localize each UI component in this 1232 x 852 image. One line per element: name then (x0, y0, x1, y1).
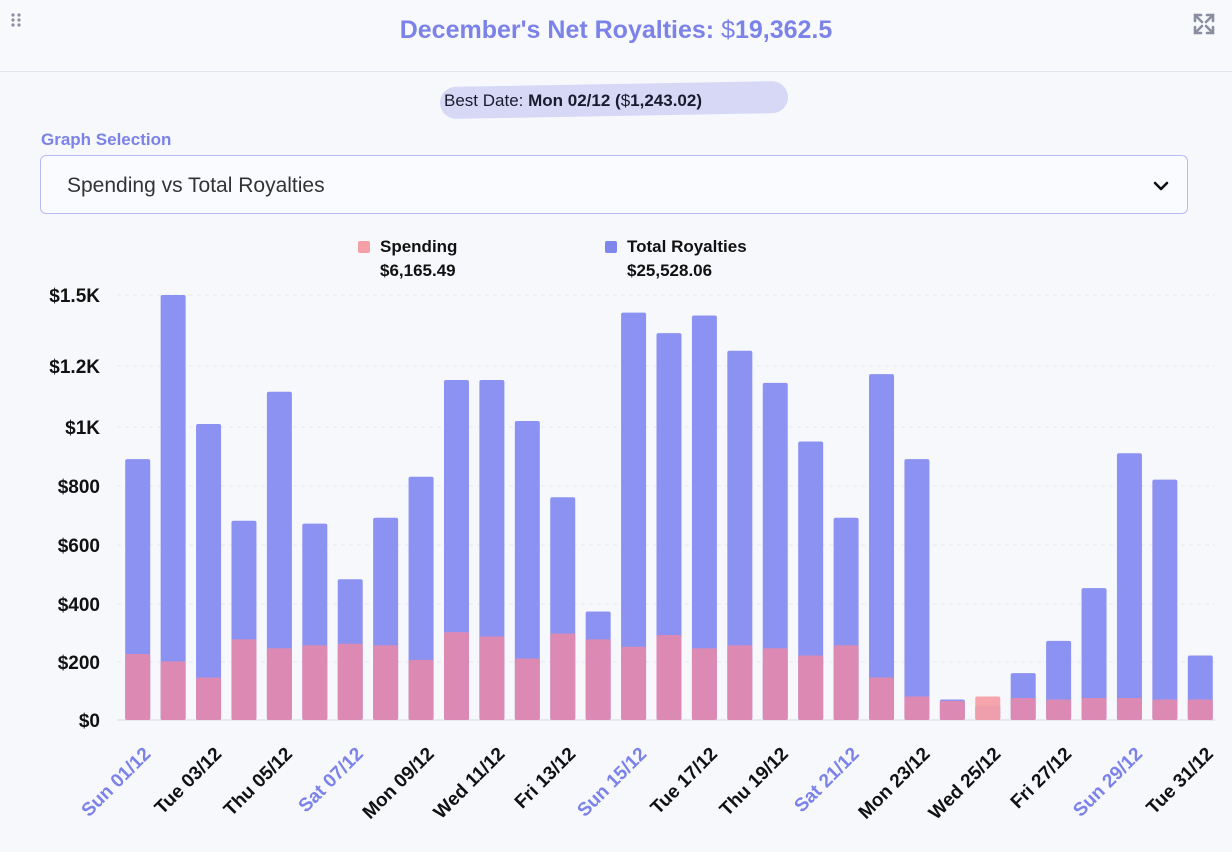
spending-bar (479, 636, 505, 720)
royalties-bar (656, 333, 682, 720)
best-date-text: Best Date: Mon 02/12 ($1,243.02) (444, 91, 702, 111)
best-date-label: Best Date: (444, 91, 524, 110)
spending-bar (691, 648, 717, 720)
royalties-bar (691, 315, 717, 720)
spending-bar (939, 700, 965, 720)
royalties-bar (904, 459, 930, 720)
spending-bar (337, 643, 363, 720)
spending-bar (302, 645, 328, 720)
best-date-currency: $ (620, 91, 631, 110)
x-tick-label: Thu 05/12 (220, 744, 297, 821)
spending-bar (1046, 699, 1072, 720)
best-date-badge: Best Date: Mon 02/12 ($1,243.02) (439, 80, 790, 120)
x-tick-label: Fri 13/12 (511, 744, 580, 813)
x-tick-label: Tue 17/12 (647, 744, 722, 819)
spending-bar (231, 639, 257, 720)
spending-bar (833, 645, 859, 720)
y-tick-label: $1K (65, 418, 100, 439)
legend-swatch-total-royalties (605, 241, 617, 253)
spending-bar (762, 648, 788, 720)
card-header: December's Net Royalties: $19,362.5 (0, 0, 1232, 72)
spending-bar (1152, 699, 1178, 720)
best-date-value-suffix: ) (696, 91, 703, 110)
royalties-bar (196, 423, 222, 720)
spending-bar (196, 677, 222, 720)
graph-selection-label: Graph Selection (41, 130, 172, 149)
spending-bar (975, 696, 1001, 720)
spending-bar (904, 696, 930, 720)
chevron-down-icon (1151, 176, 1171, 196)
spending-bar (408, 659, 434, 720)
spending-bar (1116, 698, 1142, 720)
royalties-bar (266, 391, 292, 720)
x-tick-label: Sun 01/12 (78, 744, 156, 822)
legend-label-total-royalties: Total Royalties (627, 237, 747, 256)
royalties-bar (514, 421, 540, 720)
spending-bar (443, 632, 469, 720)
x-tick-label: Tue 03/12 (151, 744, 226, 819)
title-prefix: December's Net Royalties: (399, 16, 722, 44)
spending-bar (266, 648, 292, 720)
drag-handle-icon[interactable] (10, 12, 26, 30)
x-tick-label: Tue 31/12 (1143, 744, 1218, 819)
legend-item-total-royalties[interactable]: Total Royalties $25,528.06 (605, 235, 747, 283)
x-tick-label: Sat 21/12 (791, 744, 864, 817)
legend-item-spending[interactable]: Spending $6,165.49 (358, 235, 458, 283)
spending-bar (514, 658, 540, 720)
legend-total-total-royalties: $25,528.06 (627, 261, 713, 280)
spending-bar (869, 677, 895, 720)
x-tick-label: Sat 07/12 (295, 744, 368, 817)
royalties-bar (1116, 453, 1142, 720)
spending-bar (1187, 699, 1213, 720)
graph-selection-dropdown[interactable]: Spending vs Total Royalties (40, 155, 1188, 214)
y-tick-label: $600 (58, 536, 100, 557)
royalties-bar (762, 382, 788, 720)
bar-chart: $0 $200 $400 $600 $800 $1K $1.2K $1.5K Sun 01/12… (49, 286, 1218, 824)
y-tick-label: $800 (58, 477, 100, 498)
royalties-bar (798, 441, 824, 720)
spending-bar (550, 633, 576, 720)
y-tick-label: $1.5K (49, 286, 100, 307)
page-title: December's Net Royalties: $19,362.5 (0, 16, 1232, 45)
graph-selection-value: Spending vs Total Royalties (67, 174, 325, 197)
y-tick-label: $200 (58, 653, 100, 674)
legend-total-spending: $6,165.49 (380, 261, 456, 280)
x-tick-label: Mon 09/12 (359, 744, 439, 824)
x-tick-label: Wed 11/12 (430, 744, 510, 824)
spending-bar (621, 646, 647, 720)
x-tick-label: Fri 27/12 (1007, 744, 1076, 813)
spending-bar (656, 635, 682, 720)
title-amount: 19,362.5 (734, 16, 833, 44)
y-tick-label: $0 (79, 711, 100, 732)
spending-bar (373, 645, 399, 720)
x-tick-label: Mon 23/12 (855, 744, 935, 824)
expand-icon[interactable] (1192, 12, 1216, 36)
title-currency: $ (721, 16, 735, 44)
royalties-bar (1152, 479, 1178, 720)
spending-bar (1010, 698, 1036, 720)
x-tick-label: Thu 19/12 (716, 744, 793, 821)
spending-bar (727, 645, 753, 720)
royalties-bar (408, 476, 434, 720)
royalties-bar (869, 374, 895, 720)
best-date-amount: 1,243.02 (630, 91, 697, 110)
spending-bar (125, 654, 151, 720)
spending-bar (160, 661, 186, 720)
x-tick-label: Sun 29/12 (1069, 744, 1147, 822)
y-tick-label: $1.2K (49, 357, 100, 378)
spending-bar (585, 639, 611, 720)
legend-label-spending: Spending (380, 237, 458, 256)
royalties-bar (1081, 588, 1107, 720)
royalties-bar (621, 312, 647, 720)
best-date-value-prefix: Mon 02/12 ( (523, 91, 621, 110)
x-tick-label: Sun 15/12 (574, 744, 652, 822)
legend-swatch-spending (358, 241, 370, 253)
spending-bar (798, 655, 824, 720)
royalties-bar (727, 350, 753, 720)
royalties-bar (479, 380, 505, 720)
y-tick-label: $400 (58, 595, 100, 616)
x-tick-label: Wed 25/12 (925, 744, 1005, 824)
spending-bar (1081, 698, 1107, 720)
royalties-bar (160, 295, 186, 720)
